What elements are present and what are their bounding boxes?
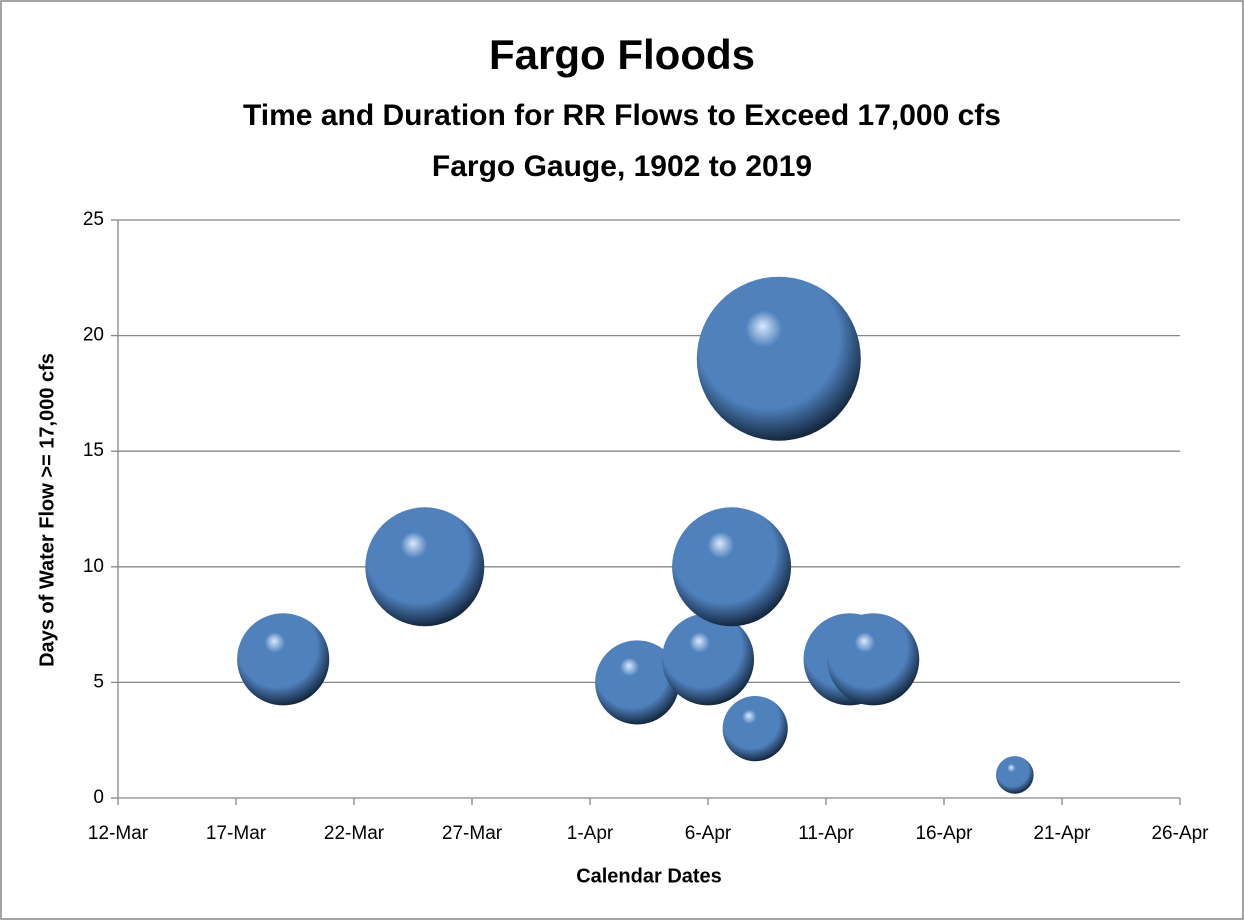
x-tick-label: 1-Apr	[567, 823, 614, 844]
x-tick-label: 26-Apr	[1151, 823, 1209, 844]
y-tick-label: 15	[83, 440, 104, 461]
x-tick-label: 17-Mar	[206, 823, 267, 844]
y-axis-label: Days of Water Flow >= 17,000 cfs	[36, 353, 58, 667]
x-tick-label: 12-Mar	[88, 823, 149, 844]
bubble	[365, 507, 485, 627]
chart-title: Fargo Floods	[489, 31, 755, 78]
bubble	[995, 756, 1034, 794]
y-tick-label: 20	[83, 325, 104, 346]
x-tick-label: 21-Apr	[1033, 823, 1091, 844]
bubble	[722, 696, 788, 762]
x-tick-label: 22-Mar	[324, 823, 385, 844]
bubble	[696, 276, 861, 441]
x-tick-label: 16-Apr	[915, 823, 973, 844]
y-tick-label: 5	[93, 671, 104, 692]
chart-subtitle: Time and Duration for RR Flows to Exceed…	[243, 99, 1001, 132]
bubble	[672, 507, 792, 627]
bubble	[827, 613, 920, 706]
y-tick-label: 25	[83, 209, 104, 230]
y-tick-label: 0	[93, 787, 104, 808]
y-tick-label: 10	[83, 556, 104, 577]
bubble	[595, 640, 680, 725]
bubble	[661, 613, 755, 706]
x-tick-label: 11-Apr	[798, 823, 854, 844]
x-tick-label: 6-Apr	[685, 823, 732, 844]
x-axis-label: Calendar Dates	[576, 865, 722, 887]
chart-subtitle: Fargo Gauge, 1902 to 2019	[432, 150, 812, 183]
x-tick-label: 27-Mar	[442, 823, 503, 844]
bubble	[237, 613, 330, 706]
